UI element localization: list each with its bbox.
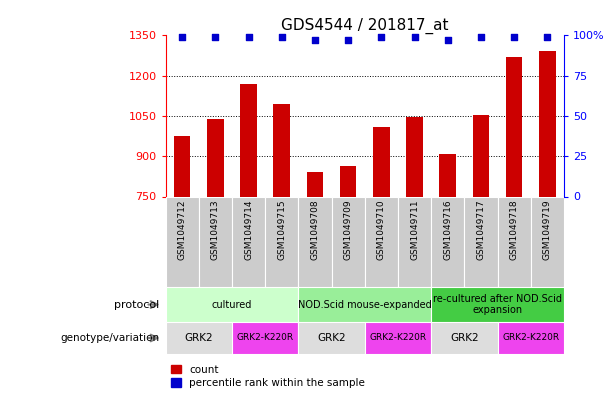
- FancyBboxPatch shape: [166, 196, 199, 287]
- Text: GSM1049710: GSM1049710: [377, 199, 386, 260]
- Point: [476, 34, 486, 40]
- Text: protocol: protocol: [114, 299, 159, 310]
- Point: [376, 34, 386, 40]
- FancyBboxPatch shape: [531, 196, 564, 287]
- FancyBboxPatch shape: [498, 322, 564, 354]
- FancyBboxPatch shape: [232, 322, 299, 354]
- Bar: [207, 119, 224, 196]
- Text: GSM1049711: GSM1049711: [410, 199, 419, 260]
- FancyBboxPatch shape: [265, 196, 299, 287]
- Bar: [406, 117, 423, 196]
- FancyBboxPatch shape: [299, 196, 332, 287]
- Text: GRK2-K220R: GRK2-K220R: [502, 334, 559, 342]
- Text: GSM1049717: GSM1049717: [476, 199, 485, 260]
- Text: GSM1049719: GSM1049719: [543, 199, 552, 260]
- Bar: [373, 127, 390, 196]
- Text: re-cultured after NOD.Scid
expansion: re-cultured after NOD.Scid expansion: [433, 294, 562, 315]
- Point: [509, 34, 519, 40]
- FancyBboxPatch shape: [365, 196, 398, 287]
- FancyBboxPatch shape: [431, 287, 564, 322]
- FancyBboxPatch shape: [498, 196, 531, 287]
- FancyBboxPatch shape: [431, 196, 465, 287]
- Point: [310, 37, 320, 43]
- Bar: [340, 165, 356, 196]
- Text: GSM1049716: GSM1049716: [443, 199, 452, 260]
- Bar: [539, 51, 555, 196]
- Text: GRK2: GRK2: [185, 333, 213, 343]
- Bar: [240, 84, 257, 196]
- Text: cultured: cultured: [211, 299, 252, 310]
- FancyBboxPatch shape: [232, 196, 265, 287]
- FancyBboxPatch shape: [465, 196, 498, 287]
- Point: [343, 37, 353, 43]
- Text: GSM1049714: GSM1049714: [244, 199, 253, 260]
- Point: [243, 34, 253, 40]
- Text: GRK2: GRK2: [450, 333, 479, 343]
- Bar: [273, 104, 290, 196]
- FancyBboxPatch shape: [299, 287, 431, 322]
- FancyBboxPatch shape: [365, 322, 431, 354]
- Legend: count, percentile rank within the sample: count, percentile rank within the sample: [170, 365, 365, 388]
- FancyBboxPatch shape: [166, 287, 299, 322]
- FancyBboxPatch shape: [431, 322, 498, 354]
- FancyBboxPatch shape: [398, 196, 431, 287]
- Point: [277, 34, 287, 40]
- FancyBboxPatch shape: [166, 322, 232, 354]
- Point: [543, 34, 552, 40]
- Text: GSM1049708: GSM1049708: [310, 199, 319, 260]
- FancyBboxPatch shape: [299, 322, 365, 354]
- Text: GSM1049715: GSM1049715: [277, 199, 286, 260]
- Bar: [506, 57, 522, 196]
- Text: GSM1049712: GSM1049712: [178, 199, 186, 260]
- Point: [210, 34, 220, 40]
- Bar: [473, 115, 489, 196]
- Title: GDS4544 / 201817_at: GDS4544 / 201817_at: [281, 18, 449, 34]
- Text: GRK2-K220R: GRK2-K220R: [237, 334, 294, 342]
- Point: [409, 34, 419, 40]
- Bar: [174, 136, 191, 196]
- Text: genotype/variation: genotype/variation: [60, 333, 159, 343]
- Text: GSM1049718: GSM1049718: [509, 199, 519, 260]
- Text: GRK2-K220R: GRK2-K220R: [370, 334, 427, 342]
- FancyBboxPatch shape: [332, 196, 365, 287]
- Point: [177, 34, 187, 40]
- Bar: [306, 172, 323, 196]
- Bar: [440, 154, 456, 196]
- Point: [443, 37, 452, 43]
- FancyBboxPatch shape: [199, 196, 232, 287]
- Text: NOD.Scid mouse-expanded: NOD.Scid mouse-expanded: [298, 299, 432, 310]
- Text: GSM1049713: GSM1049713: [211, 199, 220, 260]
- Text: GRK2: GRK2: [317, 333, 346, 343]
- Text: GSM1049709: GSM1049709: [344, 199, 352, 260]
